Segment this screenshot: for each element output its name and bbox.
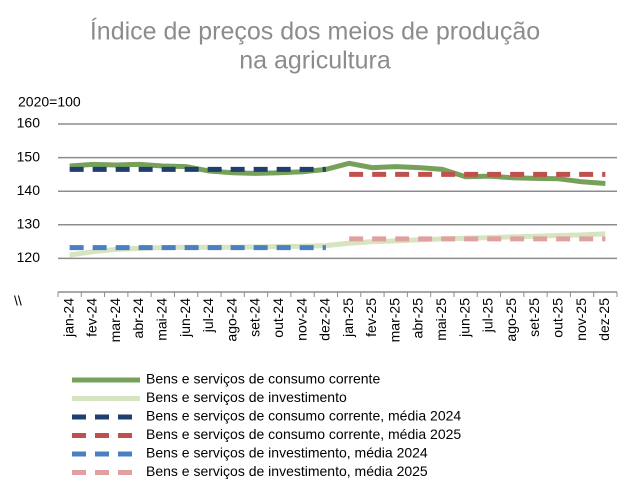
x-tick-label: mar-24 — [107, 298, 123, 343]
x-tick-label: jul-25 — [480, 298, 496, 333]
x-tick-label: mai-25 — [433, 298, 449, 341]
y-tick-label: 160 — [17, 115, 41, 131]
legend-label: Bens e serviços de consumo corrente, méd… — [146, 408, 461, 424]
x-tick-label: set-24 — [247, 298, 263, 337]
chart-title: na agricultura — [239, 47, 391, 75]
legend-label: Bens e serviços de investimento — [146, 389, 347, 405]
y-tick-label: 120 — [17, 249, 41, 265]
x-tick-label: jun-25 — [456, 298, 472, 338]
y-axis-label: 2020=100 — [18, 94, 81, 110]
x-tick-label: abr-24 — [130, 298, 146, 339]
legend-label: Bens e serviços de consumo corrente, méd… — [146, 426, 461, 442]
x-tick-label: dez-25 — [596, 298, 612, 341]
x-tick-label: fev-25 — [363, 298, 379, 337]
x-tick-label: fev-24 — [84, 298, 100, 337]
legend-label: Bens e serviços de consumo corrente — [146, 371, 380, 387]
x-tick-label: mar-25 — [386, 298, 402, 343]
x-tick-label: out-25 — [549, 298, 565, 338]
y-tick-label: 130 — [17, 216, 41, 232]
x-tick-label: abr-25 — [410, 298, 426, 339]
legend-label: Bens e serviços de investimento, média 2… — [146, 463, 428, 479]
x-tick-label: ago-25 — [503, 298, 519, 342]
legend-label: Bens e serviços de investimento, média 2… — [146, 445, 428, 461]
x-tick-label: set-25 — [526, 298, 542, 337]
x-tick-label: out-24 — [270, 298, 286, 338]
series-line — [69, 231, 606, 258]
x-tick-label: dez-24 — [317, 298, 333, 341]
x-tick-label: ago-24 — [223, 298, 239, 342]
x-tick-label: nov-25 — [573, 298, 589, 341]
series-line — [69, 160, 606, 186]
y-tick-label: 140 — [17, 182, 41, 198]
x-tick-label: nov-24 — [293, 298, 309, 341]
x-tick-label: mai-24 — [154, 298, 170, 341]
y-tick-label: 150 — [17, 148, 41, 164]
x-tick-label: jan-25 — [340, 298, 356, 338]
x-tick-label: jan-24 — [60, 298, 76, 338]
x-tick-label: jun-24 — [177, 298, 193, 338]
chart-title: Índice de preços dos meios de produção — [90, 17, 540, 46]
axis-break: \\ — [14, 293, 22, 309]
x-tick-label: jul-24 — [200, 298, 216, 333]
